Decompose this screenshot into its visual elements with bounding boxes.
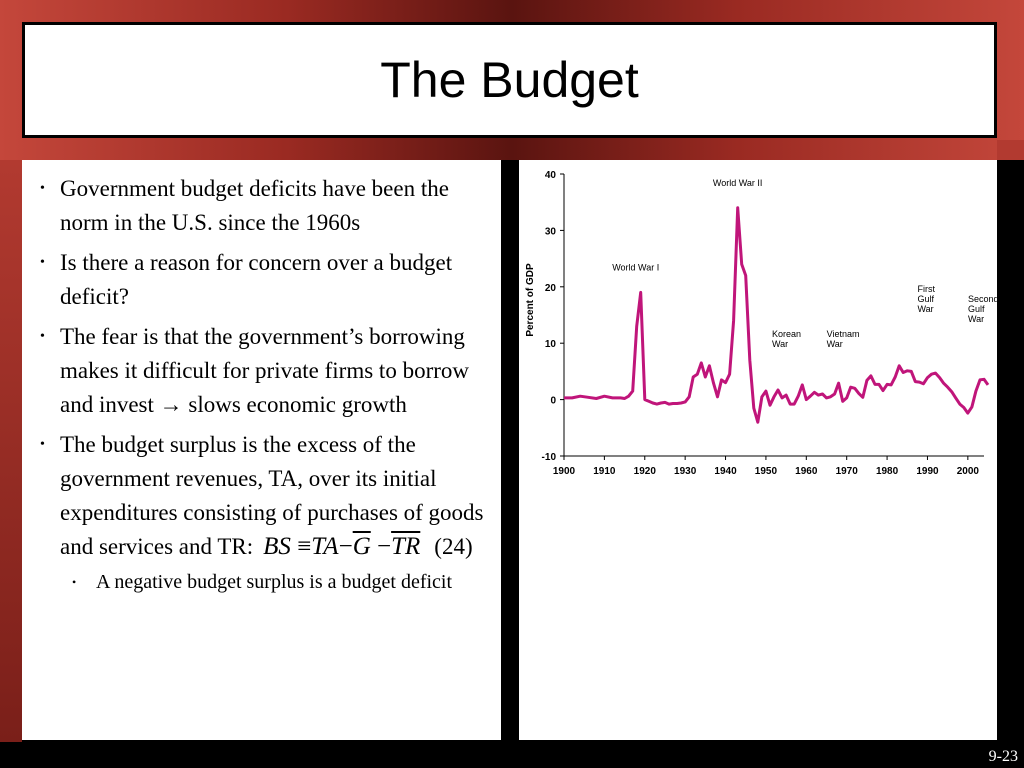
x-tick-label: 1960 [795,466,818,477]
bullet-item: • The budget surplus is the excess of the… [32,428,491,597]
equation-number: (24) [434,534,473,559]
left-frame [0,160,22,742]
chart-annotation: Second Gulf War [968,294,997,324]
y-tick-label: 0 [550,396,556,407]
bullet-text: Is there a reason for concern over a bud… [60,250,453,309]
y-tick-label: 10 [545,339,557,350]
chart-annotation: Vietnam War [827,329,860,349]
y-axis-label: Percent of GDP [525,263,536,337]
series-line [564,206,990,424]
bullet-text: The fear is that the government’s borrow… [60,324,470,417]
chart-annotation: World War II [713,178,763,188]
x-tick-label: 1980 [876,466,899,477]
bullet-dot-icon: • [40,181,45,196]
formula-bs: BS [263,533,291,560]
bullet-dot-icon: • [72,575,77,589]
formula-ta: TA [311,533,339,560]
x-tick-label: 1990 [916,466,939,477]
bullet-item: • Government budget deficits have been th… [32,172,491,240]
y-tick-label: 30 [545,226,557,237]
chart-annotation: First Gulf War [918,284,936,314]
formula-minus: − [377,533,392,560]
deficit-chart: -10 0 10 20 30 40 1900 1910 1920 1930 1940 1950 1960… [525,170,998,477]
slide-number: 9-23 [988,748,1018,765]
slide-title: The Budget [380,52,639,108]
right-frame [997,140,1024,160]
x-tick-label: 1950 [755,466,778,477]
chart-panel: -10 0 10 20 30 40 1900 1910 1920 1930 1940 1950 1960… [519,160,998,740]
x-tick-label: 1940 [714,466,737,477]
x-tick-label: 1910 [593,466,616,477]
bullet-list: • Government budget deficits have been th… [32,172,491,597]
chart-annotation: World War I [612,262,659,272]
text-panel: • Government budget deficits have been th… [22,160,501,740]
budget-surplus-formula: BS ≡TA−G −TR (24) [263,533,473,560]
y-tick-label: -10 [542,452,557,463]
formula-tr: TR [391,533,421,560]
bullet-text: The budget surplus is the excess of the … [60,432,484,559]
bullet-item: • Is there a reason for concern over a bu… [32,246,491,314]
formula-minus: − [338,533,353,560]
sub-bullet-item: • A negative budget surplus is a budget d… [60,568,491,597]
x-tick-label: 1900 [553,466,576,477]
x-tick-label: 1920 [634,466,657,477]
bullet-text: Government budget deficits have been the… [60,176,449,235]
bullet-dot-icon: • [40,255,45,270]
x-tick-label: 1970 [836,466,859,477]
y-tick-label: 40 [545,170,557,181]
bullet-dot-icon: • [40,437,45,452]
bullet-dot-icon: • [40,329,45,344]
bullet-item: • The fear is that the government’s borro… [32,320,491,422]
y-tick-label: 20 [545,283,557,294]
chart-annotation: Korean War [772,329,801,349]
formula-equiv: ≡ [297,533,312,560]
x-tick-label: 2000 [957,466,980,477]
x-tick-label: 1930 [674,466,697,477]
sub-bullet-list: • A negative budget surplus is a budget d… [60,568,491,597]
sub-bullet-text: A negative budget surplus is a budget de… [96,571,453,593]
title-box: The Budget [22,22,997,138]
formula-g: G [352,533,371,560]
